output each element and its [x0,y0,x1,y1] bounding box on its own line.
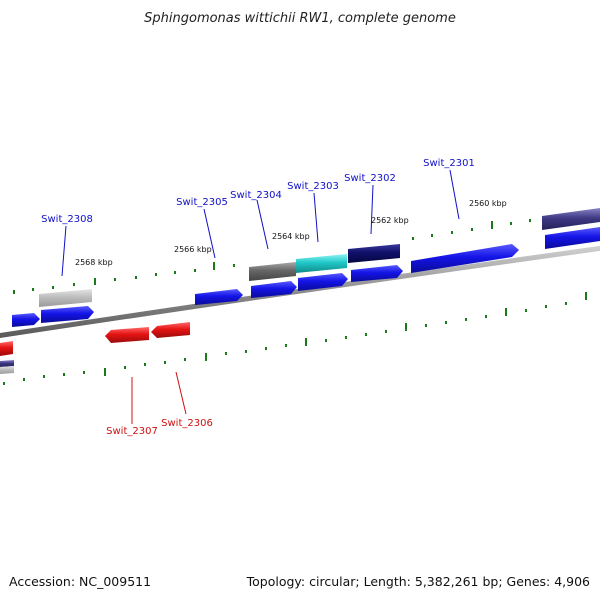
gene-arrow[interactable] [545,227,600,249]
feature-block[interactable] [348,244,400,263]
gene-label-swit-2302[interactable]: Swit_2302 [344,173,396,184]
gene-label-swit-2304[interactable]: Swit_2304 [230,190,282,201]
gene-label-swit-2305[interactable]: Swit_2305 [176,197,228,208]
kbp-label-2566: 2566 kbp [174,245,212,254]
gene-arrow-swit-2306[interactable] [151,322,190,338]
gene-label-swit-2306[interactable]: Swit_2306 [161,418,213,429]
kbp-label-2562: 2562 kbp [371,216,409,225]
feature-block[interactable] [39,289,92,307]
gene-arrow-swit-2302[interactable] [351,265,403,282]
minus-strand-genes [0,322,190,374]
gene-arrow-swit-2307[interactable] [105,327,149,343]
plus-label-leaders [61,169,460,277]
minus-label-leaders [131,371,187,424]
accession-text: Accession: NC_009511 [9,574,151,589]
map-title: Sphingomonas wittichii RW1, complete gen… [144,11,456,26]
lower-tick-row [3,292,587,385]
feature-block[interactable] [296,254,347,273]
genome-backbone [0,245,600,339]
upper-feature-track [39,208,600,307]
gene-arrow-swit-2308[interactable] [41,306,94,323]
gene-label-swit-2308[interactable]: Swit_2308 [41,214,93,225]
kbp-label-2564: 2564 kbp [272,232,310,241]
gene-arrow-swit-2305[interactable] [195,289,243,305]
gene-arrow-swit-2301[interactable] [411,244,519,273]
gene-label-swit-2301[interactable]: Swit_2301 [423,158,475,169]
upper-tick-row [13,219,531,294]
feature-block[interactable] [0,366,14,374]
gene-arrow[interactable] [0,341,13,356]
feature-block[interactable] [542,208,600,230]
gene-label-swit-2307[interactable]: Swit_2307 [106,426,158,437]
feature-block[interactable] [0,360,14,367]
genome-summary-text: Topology: circular; Length: 5,382,261 bp… [246,574,590,589]
plus-strand-genes [12,227,600,327]
gene-arrow[interactable] [12,313,40,327]
gene-arrow-swit-2304[interactable] [251,281,297,298]
gene-label-swit-2303[interactable]: Swit_2303 [287,181,339,192]
feature-block[interactable] [249,262,296,281]
kbp-label-2568: 2568 kbp [75,258,113,267]
gene-arrow-swit-2303[interactable] [298,273,348,291]
kbp-label-2560: 2560 kbp [469,199,507,208]
